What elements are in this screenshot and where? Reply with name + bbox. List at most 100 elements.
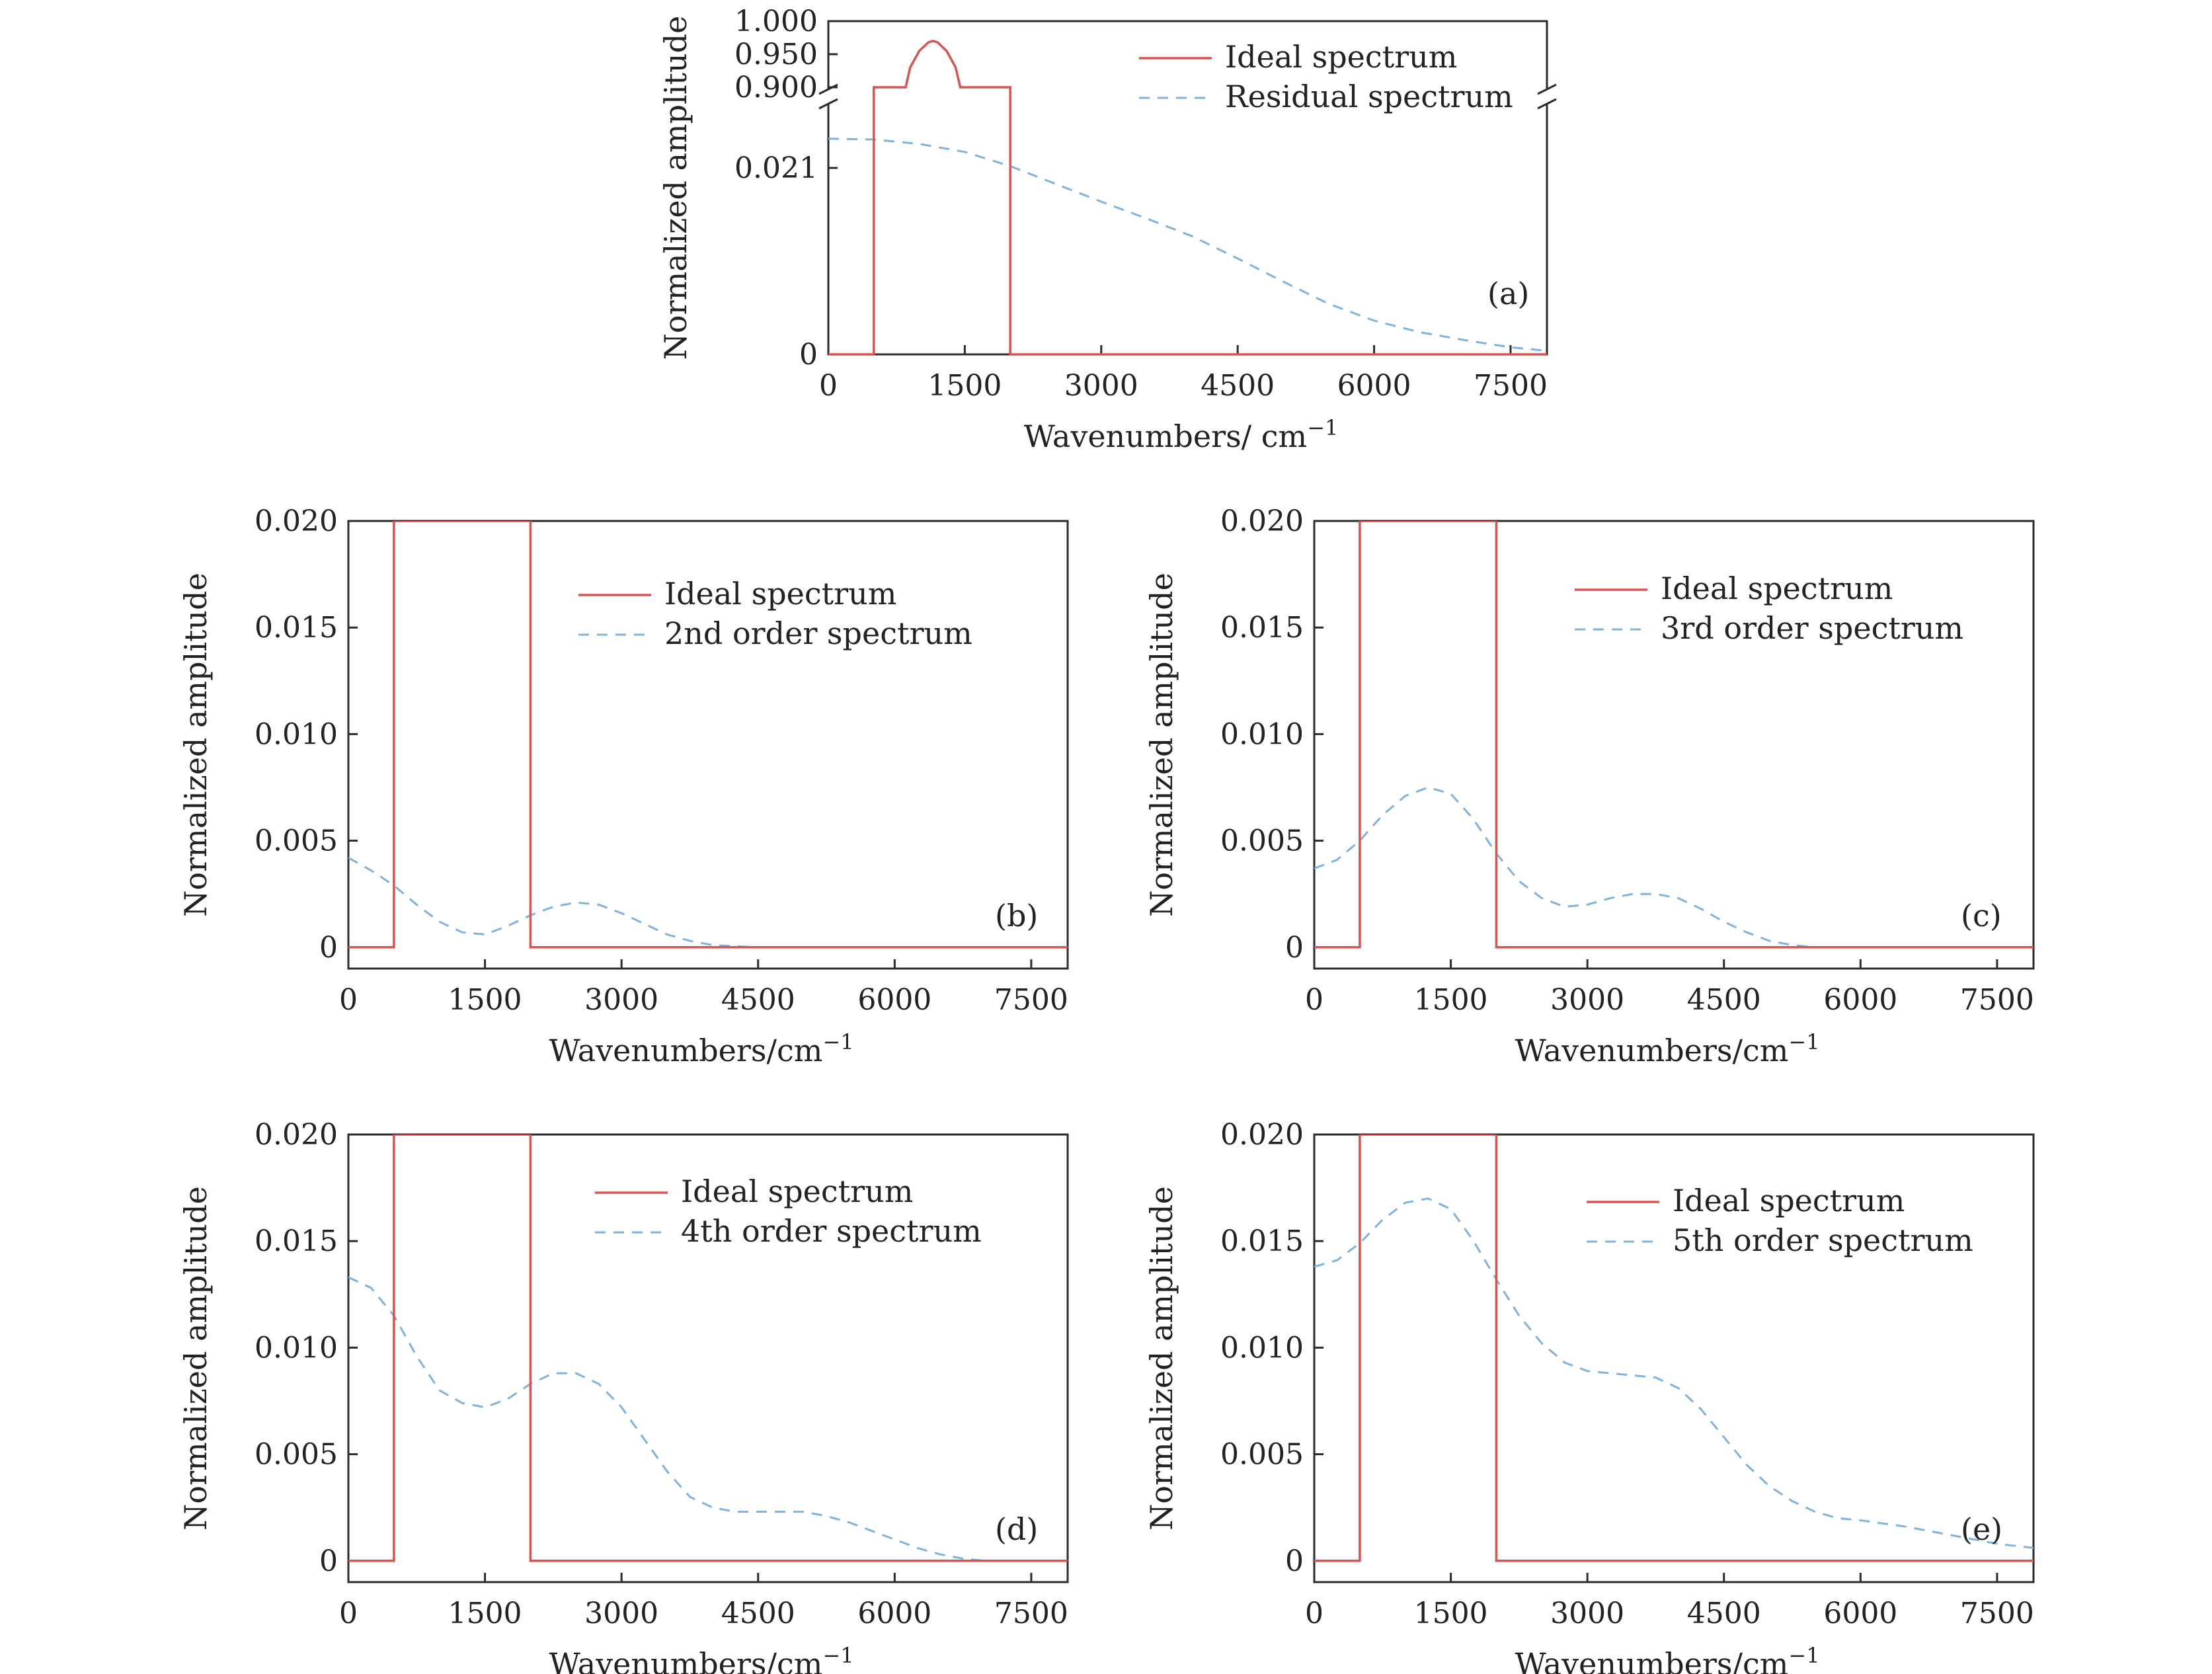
y-tick-label-0.020: 0.020 [1220, 504, 1304, 538]
x-tick-label-1500: 1500 [448, 1597, 522, 1630]
series-model-line [348, 1276, 1068, 1562]
x-tick-label-1500: 1500 [1414, 983, 1488, 1017]
x-axis-label-exponent: −1 [1788, 1029, 1819, 1055]
axis-break-mark-2a [1537, 83, 1557, 95]
x-tick-label-7500: 7500 [1474, 369, 1548, 403]
y-tick-label-0: 0 [319, 1544, 338, 1578]
x-tick-label-3000: 3000 [584, 983, 658, 1017]
x-tick-label-6000: 6000 [1823, 1597, 1897, 1630]
x-tick-label-0: 0 [1305, 1597, 1323, 1630]
panel-e: 0 0.005 0.010 0.015 0.020 0 1500 3000 4500 6000 75… [1144, 1118, 2035, 1674]
x-axis-label-exponent: −1 [822, 1029, 853, 1055]
x-tick-label-3000: 3000 [1550, 983, 1624, 1017]
y-axis-label: Normalized amplitude [658, 16, 693, 360]
x-axis-label: Wavenumbers/cm−1 [1515, 1643, 1819, 1674]
x-tick-label-7500: 7500 [1960, 1597, 2034, 1630]
x-tick-label-1500: 1500 [448, 983, 522, 1017]
x-tick-label-3000: 3000 [1550, 1597, 1624, 1630]
x-tick-label-1500: 1500 [1414, 1597, 1488, 1630]
y-tick-label-0.900: 0.900 [734, 71, 818, 104]
y-tick-label-0.950: 0.950 [734, 38, 818, 71]
y-tick-label-0.020: 0.020 [255, 1118, 338, 1152]
series-ideal-line [348, 521, 1068, 949]
series-model-line [348, 857, 1068, 949]
y-tick-label-0.010: 0.010 [1220, 717, 1304, 751]
y-axis-label: Normalized amplitude [1144, 573, 1179, 917]
y-tick-label-0: 0 [1285, 1544, 1304, 1578]
plot-frame [347, 1133, 1069, 1583]
axis-break-mark-1b [818, 98, 838, 110]
x-tick-label-7500: 7500 [994, 1597, 1068, 1630]
legend-label-2: Residual spectrum [1225, 79, 1513, 114]
y-tick-label-0.005: 0.005 [1220, 824, 1304, 858]
x-tick-label-6000: 6000 [1823, 983, 1897, 1017]
x-tick-label-4500: 4500 [1201, 369, 1275, 403]
x-tick-label-4500: 4500 [1687, 983, 1761, 1017]
y-tick-label-0: 0 [799, 338, 818, 372]
x-axis-label-exponent: −1 [1307, 415, 1338, 440]
series-ideal-line [828, 40, 1547, 356]
x-axis-label-exponent: −1 [1788, 1643, 1819, 1668]
x-tick-label-7500: 7500 [994, 983, 1068, 1017]
legend-label-1: Ideal spectrum [681, 1174, 913, 1209]
y-tick-label-0.005: 0.005 [1220, 1438, 1304, 1472]
x-tick-label-0: 0 [339, 983, 358, 1017]
y-tick-label-0.005: 0.005 [255, 1438, 338, 1472]
x-axis-label: Wavenumbers/cm−1 [549, 1029, 853, 1068]
series-model-line [1314, 1197, 2034, 1549]
x-tick-label-3000: 3000 [584, 1597, 658, 1630]
y-axis-label: Normalized amplitude [178, 1186, 214, 1531]
axis-break-gap-2 [1542, 90, 1552, 103]
axis-break-gap-1 [823, 90, 834, 103]
x-tick-label-0: 0 [339, 1597, 358, 1630]
x-tick-label-6000: 6000 [857, 1597, 931, 1630]
axis-break-mark-1a [818, 83, 838, 95]
legend-label-1: Ideal spectrum [1661, 571, 1893, 606]
legend-label-2: 2nd order spectrum [664, 616, 972, 651]
series-residual-line [828, 138, 1548, 352]
plot-frame [1313, 1133, 2035, 1583]
plot-frame [1313, 520, 2035, 970]
legend-label-2: 4th order spectrum [681, 1213, 982, 1249]
y-axis-label: Normalized amplitude [178, 573, 214, 917]
y-tick-label-0: 0 [1285, 931, 1304, 965]
panel-d: 0 0.005 0.010 0.015 0.020 0 1500 3000 4500 6000 75… [178, 1118, 1069, 1674]
x-tick-label-0: 0 [819, 369, 838, 403]
x-tick-label-3000: 3000 [1064, 369, 1138, 403]
y-tick-label-0.010: 0.010 [255, 717, 338, 751]
y-tick-label-0.015: 0.015 [255, 611, 338, 645]
panel-label: (e) [1961, 1511, 2002, 1547]
x-tick-label-6000: 6000 [857, 983, 931, 1017]
y-tick-label-0.020: 0.020 [255, 504, 338, 538]
legend-label-1: Ideal spectrum [664, 576, 896, 612]
x-axis-label: Wavenumbers/cm−1 [1515, 1029, 1819, 1068]
x-tick-label-4500: 4500 [721, 983, 795, 1017]
x-tick-label-1500: 1500 [928, 369, 1002, 403]
y-tick-label-0.020: 0.020 [1220, 1118, 1304, 1152]
y-tick-label-0.015: 0.015 [1220, 611, 1304, 645]
legend-label-1: Ideal spectrum [1673, 1183, 1905, 1218]
plot-frame [347, 520, 1069, 970]
y-axis-label: Normalized amplitude [1144, 1186, 1179, 1531]
y-tick-label-0.015: 0.015 [255, 1224, 338, 1258]
y-tick-label-0.010: 0.010 [255, 1331, 338, 1365]
panel-b: 0 0.005 0.010 0.015 0.020 0 1500 3000 4500 6000 75… [178, 504, 1069, 1068]
y-tick-label-0.015: 0.015 [1220, 1224, 1304, 1258]
legend-label-2: 3rd order spectrum [1661, 610, 1963, 646]
x-tick-label-4500: 4500 [1687, 1597, 1761, 1630]
x-axis-label-exponent: −1 [822, 1643, 853, 1668]
series-ideal-line [1314, 1135, 2034, 1562]
y-tick-label-0: 0 [319, 931, 338, 965]
x-axis-label: Wavenumbers/ cm−1 [1024, 415, 1339, 454]
series-ideal-line [348, 1135, 1068, 1562]
axis-break-mark-2b [1537, 98, 1557, 110]
panel-c: 0 0.005 0.010 0.015 0.020 0 1500 3000 4500 6000 75… [1144, 504, 2035, 1068]
panel-label: (c) [1961, 898, 2002, 934]
x-tick-label-7500: 7500 [1960, 983, 2034, 1017]
panel-label: (a) [1487, 276, 1529, 311]
series-ideal-line [1314, 521, 2034, 949]
y-tick-label-0.005: 0.005 [255, 824, 338, 858]
x-tick-label-4500: 4500 [721, 1597, 795, 1630]
